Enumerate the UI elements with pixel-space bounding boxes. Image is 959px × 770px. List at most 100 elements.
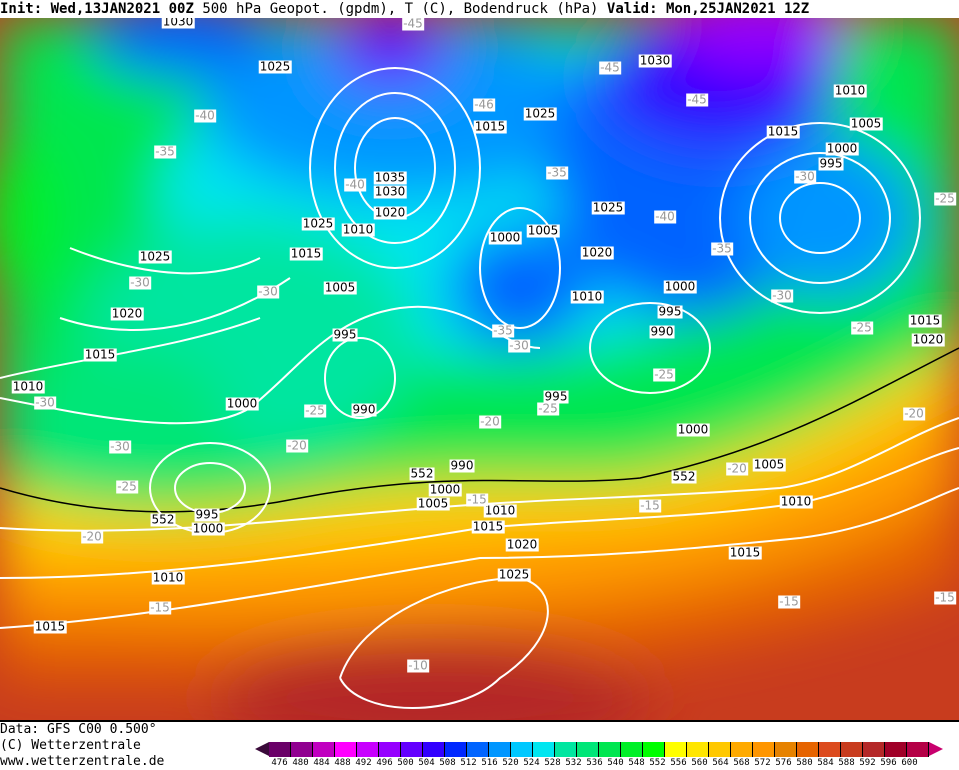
isobar-label: 1005	[752, 457, 786, 472]
legend-swatch	[269, 742, 291, 757]
legend-tick: 580	[796, 758, 813, 768]
isobar-label: 1010	[151, 570, 185, 585]
isobar-label: 1020	[373, 205, 407, 220]
legend-bar	[255, 742, 943, 757]
isotherm-label: -35	[546, 165, 568, 180]
isotherm-label: -40	[654, 209, 676, 224]
isotherm-label: -40	[194, 108, 216, 123]
isotherm-label: -46	[473, 97, 495, 112]
isobar-label: 1000	[663, 279, 697, 294]
isobar-label: 995	[818, 156, 844, 171]
legend-tick: 548	[628, 758, 645, 768]
legend-tick: 592	[859, 758, 876, 768]
isotherm-label: -25	[934, 191, 956, 206]
data-source: Data: GFS C00 0.500°	[0, 722, 157, 737]
isotherm-label: -30	[508, 338, 530, 353]
isobar-label: 995	[194, 507, 220, 522]
init-value: Wed,13JAN2021 00Z	[50, 1, 194, 17]
legend-tick: 500	[397, 758, 414, 768]
legend-tick: 588	[838, 758, 855, 768]
isobar-label: 1010	[11, 379, 45, 394]
legend-swatch	[467, 742, 489, 757]
isotherm-label: -40	[344, 177, 366, 192]
isotherm-label: -20	[479, 414, 501, 429]
legend-low-arrow	[255, 742, 269, 756]
isobar-label: 1000	[191, 521, 225, 536]
map-footer: Data: GFS C00 0.500° (C) Wetterzentrale …	[0, 722, 164, 770]
isobar-label: 1015	[473, 119, 507, 134]
legend-tick: 516	[481, 758, 498, 768]
isobar-label: 1030	[373, 184, 407, 199]
legend-swatch	[621, 742, 643, 757]
legend-swatch	[577, 742, 599, 757]
isotherm-label: -25	[537, 401, 559, 416]
legend-swatch	[489, 742, 511, 757]
isobar-label: 995	[543, 389, 569, 404]
legend-swatch	[885, 742, 907, 757]
isobar-label: 1010	[779, 494, 813, 509]
legend-tick: 536	[586, 758, 603, 768]
isotherm-label: -30	[129, 275, 151, 290]
isobar-label: 990	[649, 324, 675, 339]
isobars	[0, 67, 959, 709]
isotherm-label: -30	[794, 169, 816, 184]
legend-tick: 512	[460, 758, 477, 768]
isobar-label: 995	[657, 304, 683, 319]
legend-tick: 564	[712, 758, 729, 768]
isobar-label: 1025	[301, 216, 335, 231]
legend-swatch	[775, 742, 797, 757]
isotherm-label: -20	[726, 461, 748, 476]
isotherm-label: -10	[407, 658, 429, 673]
isotherm-label: -25	[653, 367, 675, 382]
weather-map: 1030 1025 1035 1030 1020 1025 1010 1015 1025 1020…	[0, 18, 959, 722]
legend-swatch	[555, 742, 577, 757]
isobar-label: 1005	[526, 223, 560, 238]
isobar-label: 1000	[676, 422, 710, 437]
legend-swatch	[357, 742, 379, 757]
legend-swatch	[335, 742, 357, 757]
isobar-label: 1015	[766, 124, 800, 139]
legend-swatch	[379, 742, 401, 757]
legend-tick: 476	[271, 758, 288, 768]
legend-tick: 532	[565, 758, 582, 768]
isotherm-label: -20	[81, 529, 103, 544]
isotherm-label: -45	[402, 18, 424, 31]
legend-tick: 488	[334, 758, 351, 768]
geopotential-label: 552	[409, 466, 435, 481]
isotherm-label: -25	[851, 320, 873, 335]
552-contour	[0, 347, 959, 513]
isobar-label: 1025	[523, 106, 557, 121]
legend-tick: 568	[733, 758, 750, 768]
legend-tick: 556	[670, 758, 687, 768]
isotherm-label: -45	[599, 60, 621, 75]
legend-tick: 560	[691, 758, 708, 768]
website-link[interactable]: www.wetterzentrale.de	[0, 754, 165, 769]
isotherm-label: -20	[286, 438, 308, 453]
legend-swatch	[445, 742, 467, 757]
isotherm-label: -15	[934, 590, 956, 605]
legend-tick: 504	[418, 758, 435, 768]
valid-label: Valid:	[606, 1, 658, 17]
isobar-label: 1000	[428, 482, 462, 497]
isobar-label: 990	[449, 458, 475, 473]
legend-swatch	[819, 742, 841, 757]
isotherm-label: -30	[771, 288, 793, 303]
isotherm-label: -25	[304, 403, 326, 418]
legend-swatch	[709, 742, 731, 757]
legend-swatch	[291, 742, 313, 757]
init-label: Init:	[0, 1, 43, 17]
isotherm-label: -15	[639, 498, 661, 513]
isobar-label: 1005	[323, 280, 357, 295]
isotherm-label: -30	[257, 284, 279, 299]
isobar-label: 1030	[638, 53, 672, 68]
legend-swatch	[643, 742, 665, 757]
isobar-label: 995	[332, 327, 358, 342]
legend-swatch	[665, 742, 687, 757]
legend-swatch	[599, 742, 621, 757]
isobar-label: 1015	[908, 313, 942, 328]
legend-tick: 600	[901, 758, 918, 768]
legend-swatch	[401, 742, 423, 757]
isobar-label: 1015	[83, 347, 117, 362]
isotherm-label: -20	[903, 406, 925, 421]
isobar-label: 990	[351, 402, 377, 417]
